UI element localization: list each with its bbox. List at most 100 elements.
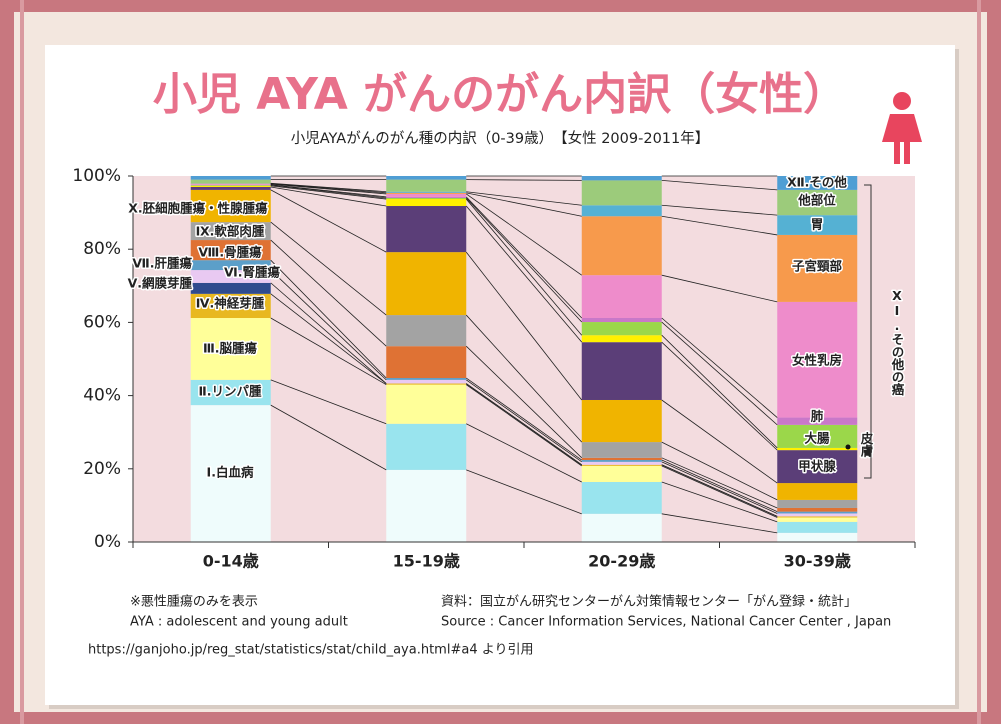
bar-segment <box>581 461 662 465</box>
connector-line <box>270 259 387 379</box>
connector-line <box>270 221 387 316</box>
segment-label: Ⅱ.リンパ腫 <box>199 384 262 399</box>
bar-segment <box>190 185 271 186</box>
bar-segment <box>581 513 662 542</box>
y-tick-label: 20% <box>83 459 121 479</box>
bar-segment <box>777 517 858 522</box>
segment-label: Ⅻ.その他 <box>787 175 847 190</box>
bar-segment <box>190 240 271 261</box>
bar-segment <box>386 179 467 192</box>
y-tick-label: 100% <box>72 166 121 186</box>
connector-line <box>270 269 387 381</box>
bar-segment <box>386 315 467 347</box>
bar-segment <box>581 464 662 466</box>
bar-segment <box>581 322 662 336</box>
female-icon <box>882 92 922 164</box>
bar-segment <box>581 176 662 181</box>
bar-segment <box>386 199 467 207</box>
bar-segment <box>777 417 858 425</box>
bar-segment <box>190 379 271 406</box>
bar-segment <box>190 222 271 241</box>
bar-segment <box>581 335 662 343</box>
segment-label: 女性乳房 <box>792 353 842 368</box>
bar-segment <box>581 180 662 206</box>
connector-line <box>270 282 387 384</box>
bar-segment <box>386 191 467 193</box>
bar-segment <box>190 189 271 223</box>
bar-segment <box>581 457 662 461</box>
connector-line <box>465 205 583 343</box>
bar-segment <box>581 318 662 323</box>
frame-band <box>0 0 1001 12</box>
connector-line <box>466 192 582 217</box>
y-tick-label: 40% <box>83 386 121 406</box>
connector-line <box>661 321 778 426</box>
bar-segment <box>386 192 467 194</box>
bar-segment <box>190 186 271 190</box>
bar-segment <box>386 346 467 379</box>
segment-label: Ⅲ.脳腫瘍 <box>203 341 258 356</box>
connector-line <box>466 423 582 483</box>
connector-line <box>661 215 778 236</box>
bar-segment <box>777 521 858 533</box>
bar-segment <box>190 176 271 180</box>
segment-label: Ⅶ.肝腫瘍 <box>132 256 192 271</box>
connector-line <box>270 317 387 385</box>
bar-segment <box>386 469 467 542</box>
connector-line <box>466 191 582 206</box>
bar-segment <box>777 507 858 512</box>
bar-segment <box>777 516 858 518</box>
bar-segment <box>581 399 662 443</box>
connector-line <box>661 464 778 517</box>
connector-line <box>466 193 582 276</box>
connector-line <box>661 459 778 512</box>
connector-line <box>270 189 387 253</box>
bar-segment <box>386 196 467 198</box>
frame-band <box>0 0 14 724</box>
bar-segment <box>386 206 467 253</box>
connector-line <box>466 383 582 466</box>
bar-segment <box>386 379 467 384</box>
bar-segment <box>777 234 858 302</box>
bar-segment <box>386 176 467 180</box>
connector-line <box>661 457 778 509</box>
segment-label: Ⅵ.腎腫瘍 <box>224 265 280 280</box>
frame-band <box>987 0 1001 724</box>
bar-segment <box>386 193 467 197</box>
connector-line <box>661 274 778 303</box>
x-tick-label: 30-39歳 <box>784 552 851 571</box>
bar-segment <box>777 301 858 418</box>
x-tick-label: 0-14歳 <box>203 552 259 571</box>
bar-segment <box>777 532 858 542</box>
bar-segment <box>777 511 858 514</box>
source: 資料：国立がん研究センターがん対策情報センター「がん登録・統計」 <box>441 594 857 610</box>
connector-line <box>465 314 583 443</box>
connector-line <box>270 183 387 195</box>
segment-label: 他部位 <box>797 193 836 208</box>
connector-line <box>661 341 778 451</box>
bar-segment <box>190 282 271 294</box>
bar-segment <box>386 197 467 200</box>
bar-segment <box>190 184 271 185</box>
frame-stripe <box>20 0 24 724</box>
bar-segment <box>777 499 858 508</box>
bar-segment <box>581 481 662 514</box>
y-tick-label: 80% <box>83 239 121 259</box>
connector-line <box>270 186 387 207</box>
segment-label: 大腸 <box>804 431 830 446</box>
bar-segment <box>386 378 467 380</box>
label-pointer <box>845 444 851 450</box>
x-tick-label: 20-29歳 <box>588 552 655 571</box>
y-tick-label: 0% <box>94 532 121 552</box>
bar-segment <box>581 342 662 400</box>
connector-line <box>270 239 387 347</box>
frame-stripe <box>977 0 981 724</box>
segment-label: Ⅴ.網膜芽腫 <box>128 276 193 291</box>
connector-line <box>661 334 778 449</box>
segment-label: Ⅸ.軟部肉腫 <box>196 224 265 239</box>
connector-line <box>270 379 387 425</box>
bar-segment <box>190 270 271 283</box>
connector-line <box>466 377 582 461</box>
segment-label: 肺 <box>811 409 824 424</box>
